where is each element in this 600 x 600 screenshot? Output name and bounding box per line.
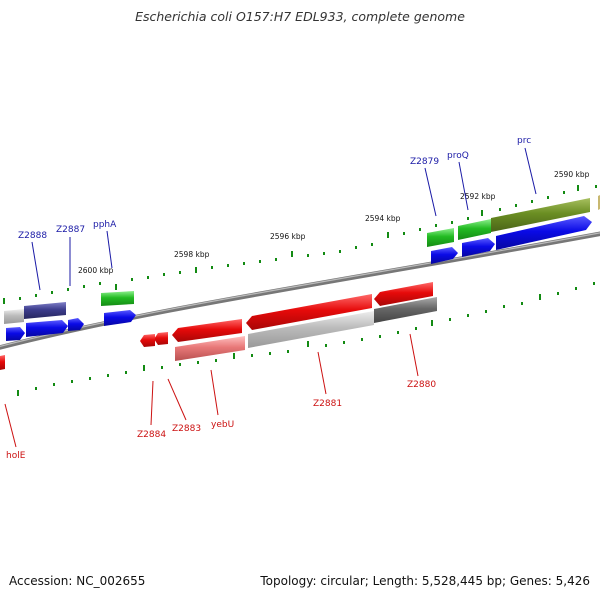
- feature-blue-arrow: [462, 238, 495, 257]
- leader-line: [106, 230, 113, 269]
- feature-red-arrow: [374, 282, 433, 306]
- feature-red-arrow: [154, 332, 168, 345]
- feature-red-arrow: [246, 294, 372, 330]
- leader-line: [31, 241, 41, 291]
- feature-red-arrow: [140, 334, 155, 347]
- feature-blue-arrow: [104, 310, 136, 326]
- feature-light-gray: [248, 311, 374, 348]
- leader-line: [167, 378, 187, 421]
- forward-leader-lines: [31, 147, 537, 291]
- gene-label: proQ: [447, 151, 469, 161]
- gene-label: prc: [517, 136, 531, 146]
- leader-line: [424, 167, 437, 217]
- leader-line: [458, 161, 469, 211]
- feature-blue-arrow: [496, 216, 592, 250]
- outer-scale-ticks: [3, 185, 597, 304]
- feature-red-arrow: [172, 319, 242, 342]
- feature-navy: [24, 302, 66, 319]
- reverse-gene-labels: Z2880 Z2881 yebU Z2883 Z2884 holE: [6, 380, 436, 461]
- feature-green: [101, 291, 134, 306]
- forward-gene-labels: prc proQ Z2879 pphA Z2887 Z2888: [18, 136, 531, 241]
- scale-label: 2592 kbp: [460, 192, 496, 201]
- feature-blue-arrow: [26, 320, 68, 337]
- feature-blue-arrow: [431, 247, 458, 264]
- feature-olive: [491, 198, 590, 232]
- leader-line: [150, 380, 154, 426]
- inner-scale-ticks: [17, 282, 595, 396]
- reverse-features: [0, 282, 437, 370]
- scale-label: 2590 kbp: [554, 170, 590, 179]
- gene-label: Z2888: [18, 231, 47, 241]
- gene-label: Z2881: [313, 399, 342, 409]
- gene-label: holE: [6, 451, 26, 461]
- leader-line: [524, 147, 537, 195]
- feature-green: [427, 228, 454, 247]
- feature-red-arrow: [0, 355, 5, 370]
- gene-label: yebU: [211, 420, 234, 430]
- leader-line: [4, 403, 17, 448]
- feature-gray: [374, 297, 437, 323]
- scale-label: 2598 kbp: [174, 250, 210, 259]
- gene-label: Z2879: [410, 157, 439, 167]
- accession-text: Accession: NC_002655: [9, 574, 146, 588]
- scale-label: 2596 kbp: [270, 232, 306, 241]
- scale-label: 2600 kbp: [78, 266, 114, 275]
- feature-blue-arrow: [68, 318, 84, 331]
- map-title: Escherichia coli O157:H7 EDL933, complet…: [135, 9, 465, 24]
- gene-label: Z2883: [172, 424, 201, 434]
- gene-label: Z2884: [137, 430, 166, 440]
- feature-blue-arrow: [6, 327, 25, 341]
- scale-label: 2594 kbp: [365, 214, 401, 223]
- gene-label: pphA: [93, 220, 117, 230]
- reverse-leader-lines: [4, 333, 419, 448]
- leader-line: [210, 369, 219, 416]
- gene-label: Z2880: [407, 380, 436, 390]
- topology-text: Topology: circular; Length: 5,528,445 bp…: [260, 574, 590, 588]
- gene-label: Z2887: [56, 225, 85, 235]
- feature-light-gray: [4, 309, 24, 324]
- leader-line: [409, 333, 419, 377]
- feature-salmon: [175, 336, 245, 361]
- forward-features: [4, 195, 600, 341]
- leader-line: [317, 351, 327, 395]
- feature-green: [458, 219, 491, 240]
